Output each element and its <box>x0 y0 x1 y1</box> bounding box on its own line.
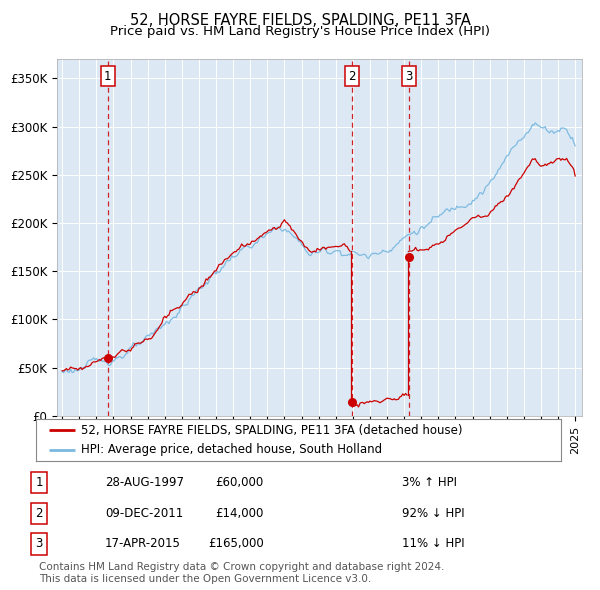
Text: 17-APR-2015: 17-APR-2015 <box>105 537 181 550</box>
Text: 1: 1 <box>104 70 112 83</box>
Text: £60,000: £60,000 <box>216 476 264 489</box>
Text: Price paid vs. HM Land Registry's House Price Index (HPI): Price paid vs. HM Land Registry's House … <box>110 25 490 38</box>
Text: 28-AUG-1997: 28-AUG-1997 <box>105 476 184 489</box>
Text: 2: 2 <box>35 507 43 520</box>
Text: HPI: Average price, detached house, South Holland: HPI: Average price, detached house, Sout… <box>80 444 382 457</box>
Text: Contains HM Land Registry data © Crown copyright and database right 2024.
This d: Contains HM Land Registry data © Crown c… <box>39 562 445 584</box>
Text: 92% ↓ HPI: 92% ↓ HPI <box>402 507 464 520</box>
Text: 2: 2 <box>348 70 356 83</box>
Text: 3: 3 <box>35 537 43 550</box>
Text: 52, HORSE FAYRE FIELDS, SPALDING, PE11 3FA: 52, HORSE FAYRE FIELDS, SPALDING, PE11 3… <box>130 13 470 28</box>
Text: 09-DEC-2011: 09-DEC-2011 <box>105 507 183 520</box>
Text: 3% ↑ HPI: 3% ↑ HPI <box>402 476 457 489</box>
Text: 52, HORSE FAYRE FIELDS, SPALDING, PE11 3FA (detached house): 52, HORSE FAYRE FIELDS, SPALDING, PE11 3… <box>80 424 462 437</box>
Text: £14,000: £14,000 <box>215 507 264 520</box>
Text: 1: 1 <box>35 476 43 489</box>
Text: 11% ↓ HPI: 11% ↓ HPI <box>402 537 464 550</box>
Text: 3: 3 <box>406 70 413 83</box>
Text: £165,000: £165,000 <box>208 537 264 550</box>
